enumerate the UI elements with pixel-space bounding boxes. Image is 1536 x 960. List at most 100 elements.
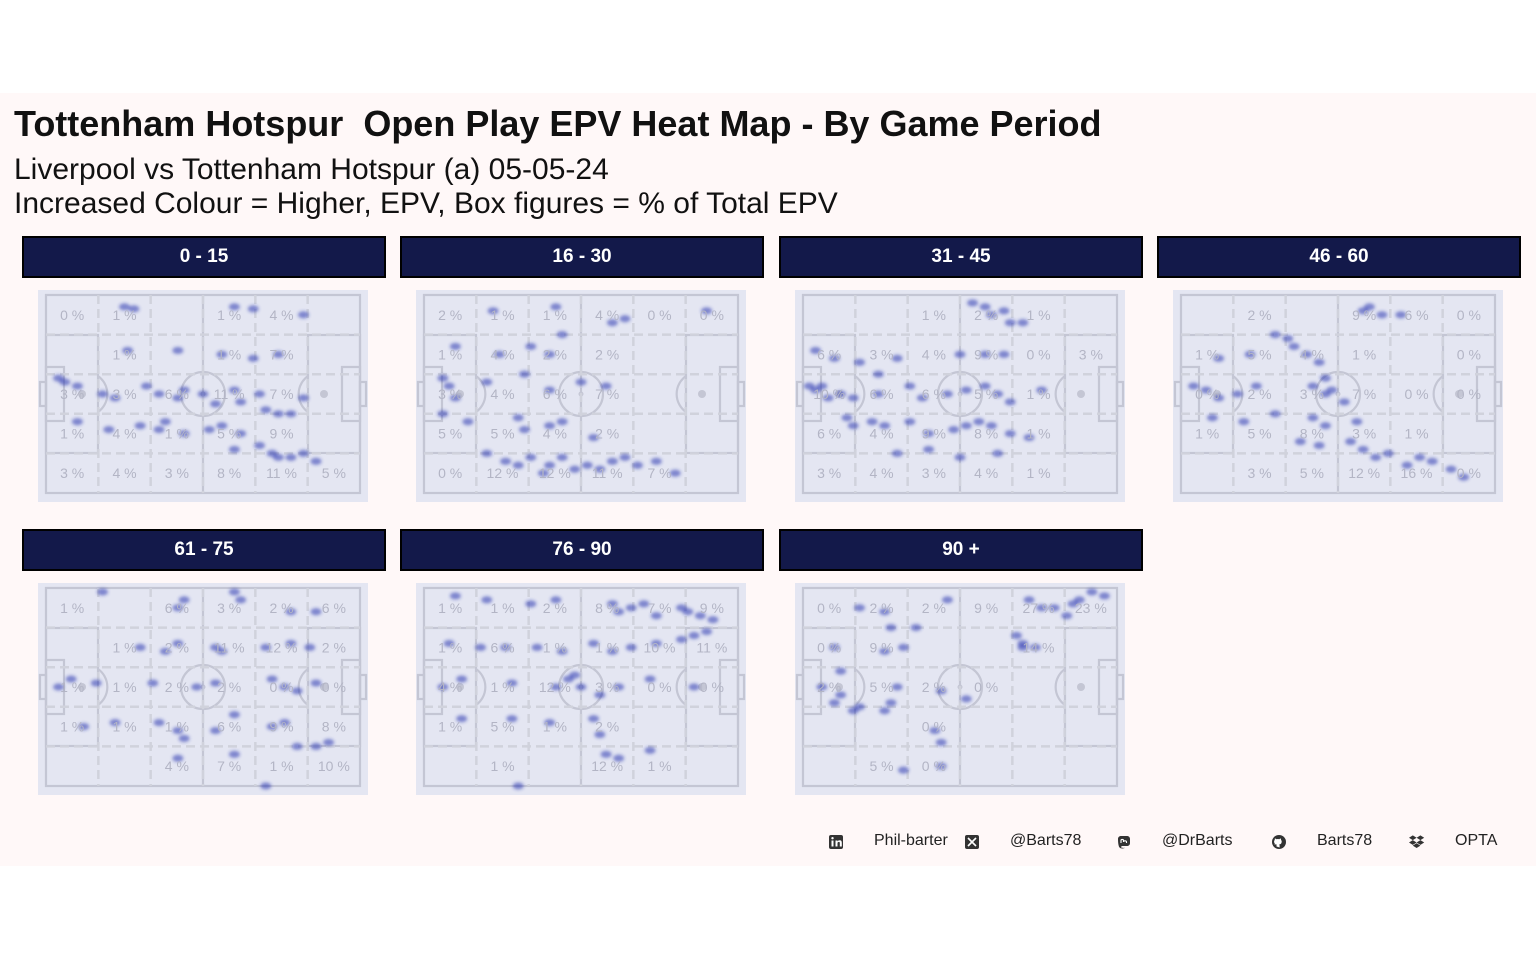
zone-epv-label: 5 % <box>322 465 346 481</box>
zone-epv-label: 2 % <box>595 346 619 362</box>
zone-epv-label: 1 % <box>1195 346 1219 362</box>
epv-event-point <box>1004 398 1016 406</box>
epv-event-point <box>254 390 266 398</box>
epv-event-point <box>1357 445 1369 454</box>
epv-event-point <box>506 679 518 687</box>
epv-event-point <box>297 449 309 457</box>
zone-epv-label: 2 % <box>1247 307 1271 323</box>
epv-event-point <box>1232 390 1244 398</box>
footer-github-label: Barts78 <box>1317 832 1373 849</box>
zone-epv-label: 11 % <box>266 465 297 481</box>
epv-event-point <box>967 299 979 307</box>
epv-event-point <box>600 750 612 758</box>
epv-event-point <box>216 422 228 430</box>
zone-epv-label: 5 % <box>869 679 893 695</box>
epv-event-point <box>172 639 184 648</box>
zone-epv-label: 3 % <box>165 465 189 481</box>
zone-epv-label: 3 % <box>817 465 841 481</box>
zone-epv-label: 3 % <box>922 465 946 481</box>
epv-event-point <box>550 683 562 691</box>
epv-event-point <box>153 390 165 398</box>
epv-event-point <box>985 422 997 430</box>
epv-event-point <box>235 430 247 438</box>
zone-epv-label: 4 % <box>165 758 189 774</box>
epv-event-point <box>644 675 656 683</box>
epv-event-point <box>544 386 556 394</box>
epv-event-point <box>625 643 637 651</box>
epv-event-point <box>879 707 891 715</box>
epv-event-point <box>481 378 493 386</box>
epv-event-point <box>449 394 461 402</box>
zone-epv-label: 1 % <box>647 758 671 774</box>
goal-left <box>38 380 48 408</box>
penalty-arc-left <box>97 668 109 706</box>
penalty-spot-right <box>1455 390 1463 398</box>
epv-event-point <box>569 671 581 679</box>
epv-event-point <box>78 723 90 731</box>
epv-event-point <box>575 378 587 386</box>
zone-epv-label: 6 % <box>217 719 241 735</box>
epv-event-point <box>923 445 935 454</box>
epv-event-point <box>310 742 322 750</box>
zone-epv-label: 1 % <box>217 307 241 323</box>
zone-epv-label: 7 % <box>269 346 293 362</box>
zone-epv-label: 0 % <box>1195 386 1219 402</box>
epv-event-point <box>437 683 449 691</box>
epv-event-point <box>1376 311 1388 319</box>
epv-event-point <box>1395 311 1407 319</box>
epv-event-point <box>53 683 65 691</box>
epv-event-point <box>556 418 568 426</box>
epv-event-point <box>172 754 184 762</box>
epv-event-point <box>235 398 247 406</box>
zone-epv-label: 9 % <box>269 719 293 735</box>
epv-event-point <box>119 303 130 311</box>
zone-epv-label: 11 % <box>214 639 245 655</box>
epv-event-point <box>638 600 650 608</box>
epv-event-point <box>285 410 297 418</box>
epv-event-point <box>872 390 884 398</box>
epv-event-point <box>581 461 593 469</box>
penalty-arc-right <box>297 668 309 706</box>
epv-event-point <box>1288 342 1300 351</box>
epv-event-point <box>481 596 493 604</box>
zone-epv-label: 4 % <box>490 386 514 402</box>
epv-event-point <box>885 699 897 707</box>
zone-epv-label: 4 % <box>269 307 293 323</box>
zone-epv-label: 1 % <box>112 639 136 655</box>
epv-event-point <box>178 596 190 604</box>
epv-event-point <box>109 394 121 402</box>
epv-event-point <box>260 406 272 414</box>
zone-epv-label: 1 % <box>490 679 514 695</box>
penalty-spot-right <box>320 683 328 691</box>
epv-event-point <box>847 422 859 430</box>
zone-epv-label: 23 % <box>1075 600 1107 616</box>
zone-epv-label: 1 % <box>60 679 84 695</box>
epv-event-point <box>619 453 631 461</box>
penalty-spot-right <box>1077 683 1085 691</box>
penalty-spot-right <box>320 390 328 398</box>
zone-epv-label: 5 % <box>1300 465 1324 481</box>
epv-event-point <box>247 305 259 313</box>
epv-event-point <box>134 422 146 430</box>
epv-event-point <box>694 612 706 620</box>
epv-event-point <box>1004 430 1016 438</box>
zone-epv-label: 1 % <box>165 719 189 735</box>
penalty-spot-left <box>78 390 86 398</box>
epv-event-point <box>191 683 203 691</box>
penalty-spot-left <box>456 683 464 691</box>
epv-event-point <box>1250 382 1262 390</box>
epv-event-point <box>979 303 991 311</box>
epv-event-point <box>1029 643 1041 651</box>
zone-epv-label: 0 % <box>60 307 84 323</box>
epv-event-point <box>606 319 618 327</box>
epv-event-point <box>879 647 891 655</box>
epv-event-point <box>1313 358 1325 366</box>
pitch-heatmap-5: 1 % 6 % 3 % 2 % 6 % 1 % 2 % 11 % 12 % 2 % 1 % 1 % 2 … <box>38 583 368 795</box>
zone-epv-label: 1 % <box>438 639 462 655</box>
penalty-arc-right <box>1054 668 1066 706</box>
epv-event-point <box>1200 386 1212 394</box>
epv-event-point <box>443 639 455 648</box>
zone-epv-label: 0 % <box>322 679 346 695</box>
epv-event-point <box>1301 350 1313 358</box>
epv-event-point <box>606 457 618 465</box>
